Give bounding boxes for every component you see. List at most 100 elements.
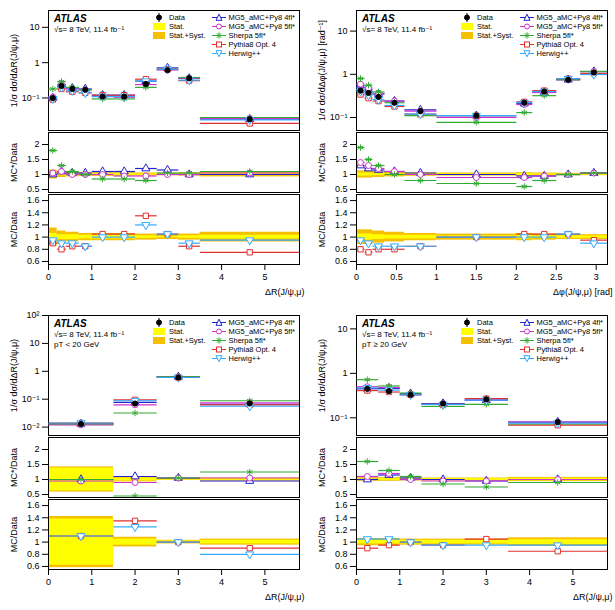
svg-text:2: 2	[133, 272, 138, 282]
svg-text:1.6: 1.6	[27, 500, 40, 510]
svg-text:3: 3	[594, 272, 599, 282]
svg-text:2: 2	[34, 139, 39, 149]
svg-text:ΔR(J/ψ,μ): ΔR(J/ψ,μ)	[265, 592, 305, 602]
svg-text:1: 1	[342, 368, 347, 378]
svg-text:MC/Data: MC/Data	[9, 212, 19, 248]
svg-text:10: 10	[29, 22, 39, 32]
svg-text:1.2: 1.2	[335, 525, 348, 535]
html-text:ATLAS: ATLAS	[54, 318, 87, 329]
html-text:ATLAS: ATLAS	[362, 318, 395, 329]
svg-text:0.6: 0.6	[335, 256, 348, 266]
svg-text:2.5: 2.5	[550, 272, 563, 282]
svg-text:10⁻¹: 10⁻¹	[22, 93, 40, 103]
svg-text:0.6: 0.6	[335, 561, 348, 571]
html-text:√s= 8 TeV, 11.4 fb⁻¹: √s= 8 TeV, 11.4 fb⁻¹	[54, 25, 125, 34]
svg-text:Δφ(J/ψ,μ) [rad]: Δφ(J/ψ,μ) [rad]	[553, 287, 612, 297]
svg-text:1/σ dσ/dΔR(J/ψ,μ): 1/σ dσ/dΔR(J/ψ,μ)	[9, 339, 19, 412]
svg-text:1.2: 1.2	[27, 525, 40, 535]
svg-text:MC*/Data: MC*/Data	[9, 448, 19, 487]
svg-text:5: 5	[570, 577, 575, 587]
svg-text:1/σ dσ/dΔR(J/ψ,μ): 1/σ dσ/dΔR(J/ψ,μ)	[9, 34, 19, 107]
svg-text:1.4: 1.4	[335, 513, 348, 523]
svg-text:1: 1	[34, 366, 39, 376]
svg-text:0.8: 0.8	[27, 244, 40, 254]
svg-text:MC*/Data: MC*/Data	[9, 143, 19, 182]
svg-text:0.6: 0.6	[27, 561, 40, 571]
svg-text:1.2: 1.2	[27, 220, 40, 230]
svg-text:1: 1	[89, 577, 94, 587]
svg-text:2: 2	[342, 139, 347, 149]
svg-text:ΔR(J/ψ,μ): ΔR(J/ψ,μ)	[573, 592, 613, 602]
svg-text:1: 1	[34, 58, 39, 68]
svg-text:1.5: 1.5	[335, 154, 348, 164]
svg-text:0: 0	[46, 272, 51, 282]
svg-text:0: 0	[354, 272, 359, 282]
svg-text:10⁻¹: 10⁻¹	[330, 112, 348, 122]
svg-text:MC*/Data: MC*/Data	[317, 448, 327, 487]
svg-text:0.8: 0.8	[335, 244, 348, 254]
svg-text:1: 1	[34, 169, 39, 179]
svg-text:1.4: 1.4	[335, 208, 348, 218]
svg-text:1.5: 1.5	[27, 459, 40, 469]
html-text:ATLAS: ATLAS	[362, 13, 395, 24]
svg-text:1.4: 1.4	[27, 208, 40, 218]
svg-text:4: 4	[219, 577, 224, 587]
svg-text:1: 1	[34, 474, 39, 484]
svg-text:3: 3	[176, 272, 181, 282]
svg-text:1.4: 1.4	[27, 513, 40, 523]
svg-text:1.5: 1.5	[335, 459, 348, 469]
svg-text:1: 1	[34, 232, 39, 242]
svg-text:1: 1	[342, 474, 347, 484]
svg-text:0.8: 0.8	[335, 549, 348, 559]
svg-text:10⁻¹: 10⁻¹	[330, 413, 348, 423]
svg-text:0.6: 0.6	[27, 256, 40, 266]
svg-text:1: 1	[397, 577, 402, 587]
svg-text:10: 10	[337, 324, 347, 334]
svg-text:1.6: 1.6	[335, 195, 348, 205]
svg-text:2: 2	[133, 577, 138, 587]
svg-text:5: 5	[262, 577, 267, 587]
svg-text:1: 1	[434, 272, 439, 282]
svg-text:0: 0	[354, 577, 359, 587]
svg-text:1.5: 1.5	[27, 154, 40, 164]
svg-text:10⁻²: 10⁻²	[22, 422, 40, 432]
svg-text:2: 2	[342, 444, 347, 454]
svg-text:2: 2	[441, 577, 446, 587]
svg-text:1.5: 1.5	[470, 272, 483, 282]
svg-text:2: 2	[514, 272, 519, 282]
svg-text:1/σ dσ/dΔφ(J/ψ,μ) [rad⁻¹]: 1/σ dσ/dΔφ(J/ψ,μ) [rad⁻¹]	[317, 20, 327, 121]
svg-text:MC/Data: MC/Data	[317, 517, 327, 553]
svg-text:10: 10	[337, 26, 347, 36]
svg-text:10⁻¹: 10⁻¹	[22, 394, 40, 404]
svg-text:0.5: 0.5	[335, 489, 348, 499]
svg-text:10²: 10²	[26, 310, 39, 320]
svg-text:1.2: 1.2	[335, 220, 348, 230]
svg-text:1: 1	[342, 537, 347, 547]
svg-text:ΔR(J/ψ,μ): ΔR(J/ψ,μ)	[265, 287, 305, 297]
svg-text:0.5: 0.5	[27, 184, 40, 194]
svg-text:5: 5	[262, 272, 267, 282]
svg-text:1: 1	[342, 232, 347, 242]
svg-text:1: 1	[342, 169, 347, 179]
html-text:ATLAS: ATLAS	[54, 13, 87, 24]
svg-text:0: 0	[46, 577, 51, 587]
svg-text:0.5: 0.5	[390, 272, 403, 282]
svg-text:MC/Data: MC/Data	[9, 517, 19, 553]
svg-text:3: 3	[176, 577, 181, 587]
svg-text:1/σ dσ/dΔR(J/ψ,μ): 1/σ dσ/dΔR(J/ψ,μ)	[317, 339, 327, 412]
svg-text:1.6: 1.6	[27, 195, 40, 205]
svg-text:2: 2	[34, 444, 39, 454]
svg-text:0.8: 0.8	[27, 549, 40, 559]
svg-text:4: 4	[527, 577, 532, 587]
svg-text:3: 3	[484, 577, 489, 587]
svg-text:4: 4	[219, 272, 224, 282]
svg-text:1.6: 1.6	[335, 500, 348, 510]
svg-text:MC/Data: MC/Data	[317, 212, 327, 248]
svg-text:0.5: 0.5	[335, 184, 348, 194]
svg-text:MC*/Data: MC*/Data	[317, 143, 327, 182]
svg-text:1: 1	[89, 272, 94, 282]
svg-text:1: 1	[342, 69, 347, 79]
svg-text:0.5: 0.5	[27, 489, 40, 499]
svg-text:1: 1	[34, 537, 39, 547]
svg-text:10: 10	[29, 338, 39, 348]
